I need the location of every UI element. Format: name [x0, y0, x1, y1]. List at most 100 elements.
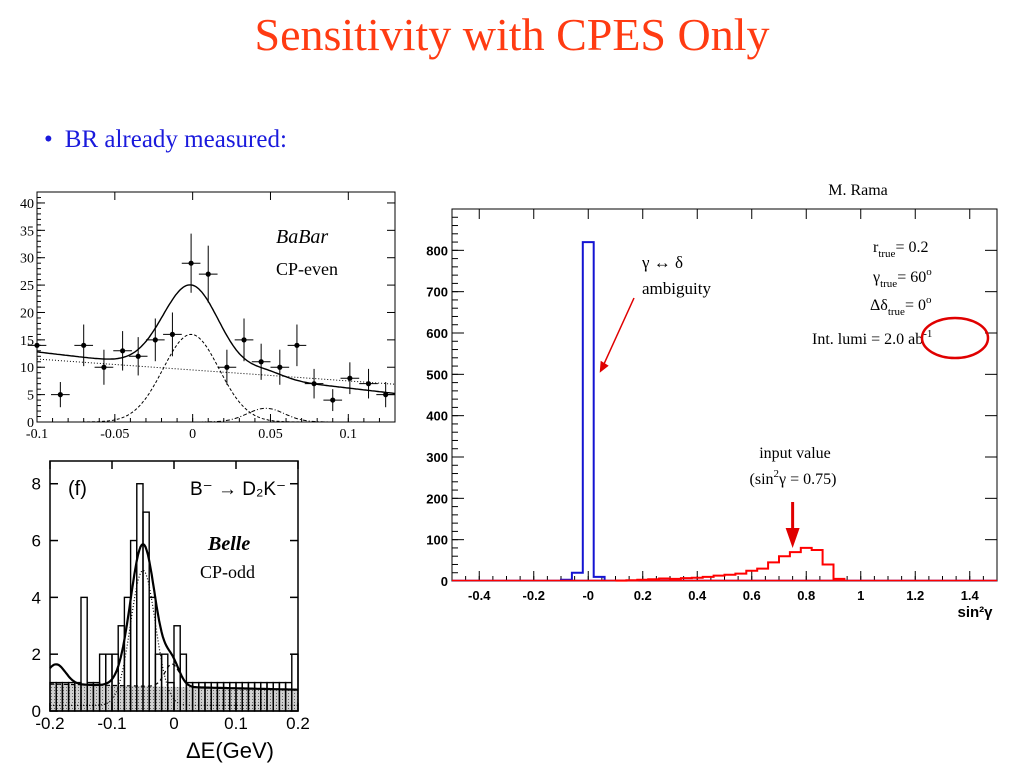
- rama-frame: [451, 208, 998, 582]
- param-delta-true: Δδtrue= 0o: [870, 294, 932, 318]
- babar-data-point: [383, 392, 389, 398]
- bullet-text: BR already measured:: [64, 126, 287, 153]
- rama-x-tick-label: 1: [857, 588, 864, 603]
- rama-red-histogram: [614, 546, 846, 582]
- belle-histogram-bar: [204, 681, 212, 712]
- babar-data-point: [365, 381, 372, 387]
- belle-subtitle: CP-odd: [200, 562, 255, 582]
- belle-histogram-bar: [74, 681, 82, 712]
- babar-data-point: [330, 397, 336, 403]
- belle-histogram-bar: [191, 681, 200, 712]
- rama-series: [452, 241, 997, 582]
- ambiguity-arrow-line: [602, 297, 635, 368]
- babar-data-point: [205, 271, 211, 277]
- belle-decay-label: B⁻ → D₂K⁻: [190, 479, 286, 500]
- lumi-highlight-ellipse: [920, 316, 990, 360]
- babar-satellite-curve: [37, 407, 395, 423]
- babar-ticks: -0.1 -0.05 0 0.05 0.1 0 5 10 15 20 25 30 35 40: [20, 191, 396, 442]
- rama-y-tick-label: 100: [426, 533, 448, 548]
- babar-x-tick-label: -0.1: [26, 427, 48, 442]
- belle-x-tick-label: 0.1: [224, 714, 248, 733]
- babar-points: [27, 233, 395, 412]
- babar-total-fit-curve: [36, 284, 396, 395]
- rama-y-tick-label: 600: [426, 326, 448, 341]
- belle-histogram-bar: [80, 596, 88, 712]
- belle-histogram-bar: [247, 681, 256, 712]
- babar-x-tick-label: 0.05: [258, 427, 283, 442]
- babar-signal-curve: [37, 333, 395, 423]
- belle-panel-label: (f): [68, 478, 87, 500]
- belle-y-tick-label: 6: [32, 532, 41, 551]
- belle-histogram-bar: [291, 653, 299, 712]
- belle-y-tick-label: 8: [32, 475, 41, 494]
- belle-histogram-bar: [216, 681, 225, 712]
- rama-x-tick-label: 0.4: [688, 588, 707, 603]
- rama-params-legend: rtrue= 0.2 γtrue= 60o Δδtrue= 0o Int. lu…: [812, 239, 990, 360]
- rama-y-tick-label: 800: [426, 243, 448, 258]
- belle-histogram-bar: [284, 681, 293, 712]
- babar-x-tick-label: 0: [189, 427, 196, 442]
- belle-histogram-bar: [55, 681, 64, 712]
- belle-histogram-bar: [278, 681, 287, 712]
- belle-histogram: [49, 483, 299, 712]
- input-value-arrow: [785, 502, 800, 548]
- belle-histogram-bar: [123, 596, 132, 712]
- rama-y-tick-label: 300: [426, 450, 448, 465]
- babar-y-tick-label: 40: [20, 197, 34, 212]
- belle-histogram-bar: [142, 511, 150, 712]
- babar-experiment-label: BaBar: [276, 226, 328, 248]
- babar-data-point: [241, 337, 247, 343]
- rama-y-tick-label: 700: [426, 285, 448, 300]
- babar-data-point: [57, 392, 63, 398]
- belle-histogram-bar: [185, 681, 194, 712]
- babar-data-point: [169, 331, 176, 337]
- babar-x-tick-label: 0.1: [340, 427, 358, 442]
- belle-histogram-bar: [272, 681, 281, 712]
- bullet-item: • BR already measured:: [44, 126, 287, 154]
- belle-histogram-bar: [49, 681, 57, 712]
- rama-x-tick-label: -0.2: [523, 588, 545, 603]
- param-r-true: rtrue= 0.2: [873, 239, 928, 260]
- bullet-dot-icon: •: [44, 126, 53, 153]
- belle-histogram-bar: [173, 625, 181, 712]
- input-value-label-line2: (sin2γ = 0.75): [750, 468, 837, 488]
- belle-total-fit-curve: [49, 542, 298, 691]
- belle-histogram-bar: [61, 681, 70, 712]
- belle-x-tick-label: 0: [169, 714, 178, 733]
- belle-histogram-bar: [210, 681, 219, 712]
- belle-histogram-bar: [148, 596, 157, 712]
- rama-x-tick-label: -0: [582, 588, 594, 603]
- belle-frame: [49, 460, 299, 712]
- belle-histogram-bar: [105, 653, 113, 712]
- belle-background-fill: [50, 684, 298, 711]
- babar-y-tick-label: 35: [20, 224, 34, 239]
- belle-histogram-bar: [241, 681, 250, 712]
- rama-y-tick-label: 200: [426, 491, 448, 506]
- param-gamma-true: γtrue= 60o: [872, 266, 932, 290]
- babar-y-tick-label: 30: [20, 252, 34, 267]
- belle-histogram-bar: [222, 681, 231, 712]
- babar-data-point: [258, 359, 264, 365]
- rama-y-tick-label: 400: [426, 409, 448, 424]
- belle-histogram-bar: [67, 681, 76, 712]
- babar-y-tick-label: 25: [20, 279, 34, 294]
- babar-data-point: [81, 342, 87, 348]
- babar-y-tick-label: 5: [27, 389, 34, 404]
- belle-histogram-bar: [154, 653, 163, 712]
- belle-histogram-bar: [160, 653, 169, 712]
- babar-data-point: [224, 364, 230, 370]
- rama-blue-histogram: [560, 241, 606, 581]
- belle-histogram-bar: [167, 681, 175, 712]
- babar-x-tick-label: -0.05: [100, 427, 129, 442]
- belle-histogram-bar: [198, 681, 206, 712]
- rama-x-tick-label: -0.4: [468, 588, 491, 603]
- param-int-lumi: Int. lumi = 2.0 ab-1: [812, 328, 932, 348]
- belle-x-tick-label: 0.2: [286, 714, 310, 733]
- babar-y-tick-label: 0: [27, 416, 34, 431]
- babar-data-point: [135, 353, 141, 359]
- babar-data-point: [101, 364, 107, 370]
- belle-experiment-label: Belle: [207, 533, 250, 555]
